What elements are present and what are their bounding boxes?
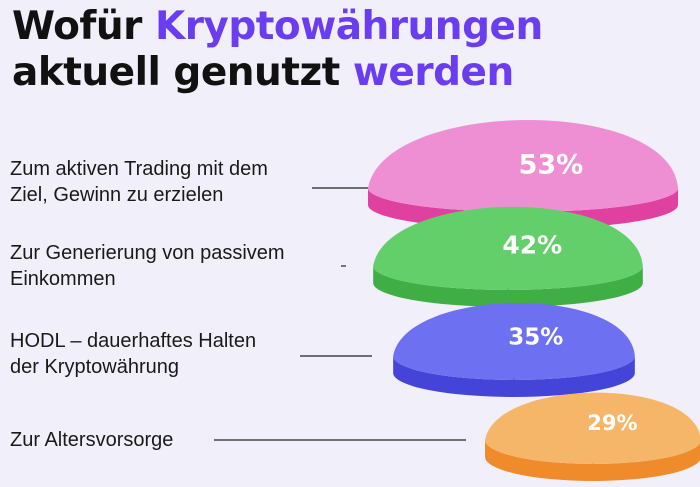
title-line-2: aktuell genutzt werden <box>12 50 543 96</box>
value-label: 53% <box>519 149 584 180</box>
bar <box>485 392 700 464</box>
value-label: 42% <box>502 230 562 259</box>
value-label: 29% <box>587 411 637 435</box>
value-label: 35% <box>508 325 563 351</box>
page-title: Wofür Kryptowährungen aktuell genutzt we… <box>12 4 543 96</box>
bar-side <box>485 440 700 481</box>
title-text: Wofür <box>12 4 155 49</box>
title-text: aktuell genutzt <box>12 50 353 95</box>
category-label-1: Zum aktiven Trading mit dem Ziel, Gewinn… <box>10 158 268 206</box>
category-label-3: HODL – dauerhaftes Halten der Kryptowähr… <box>10 330 257 378</box>
bar <box>393 302 635 380</box>
category-label-4: Zur Altersvorsorge <box>10 429 174 451</box>
category-label-2: Zur Generierung von passivem Einkommen <box>10 242 285 290</box>
title-line-1: Wofür Kryptowährungen <box>12 4 543 50</box>
bar-side <box>373 266 643 307</box>
title-highlight: werden <box>352 50 514 95</box>
bar <box>373 206 643 290</box>
bar <box>368 119 678 212</box>
title-highlight: Kryptowährungen <box>154 4 543 49</box>
bar-side <box>393 356 635 398</box>
